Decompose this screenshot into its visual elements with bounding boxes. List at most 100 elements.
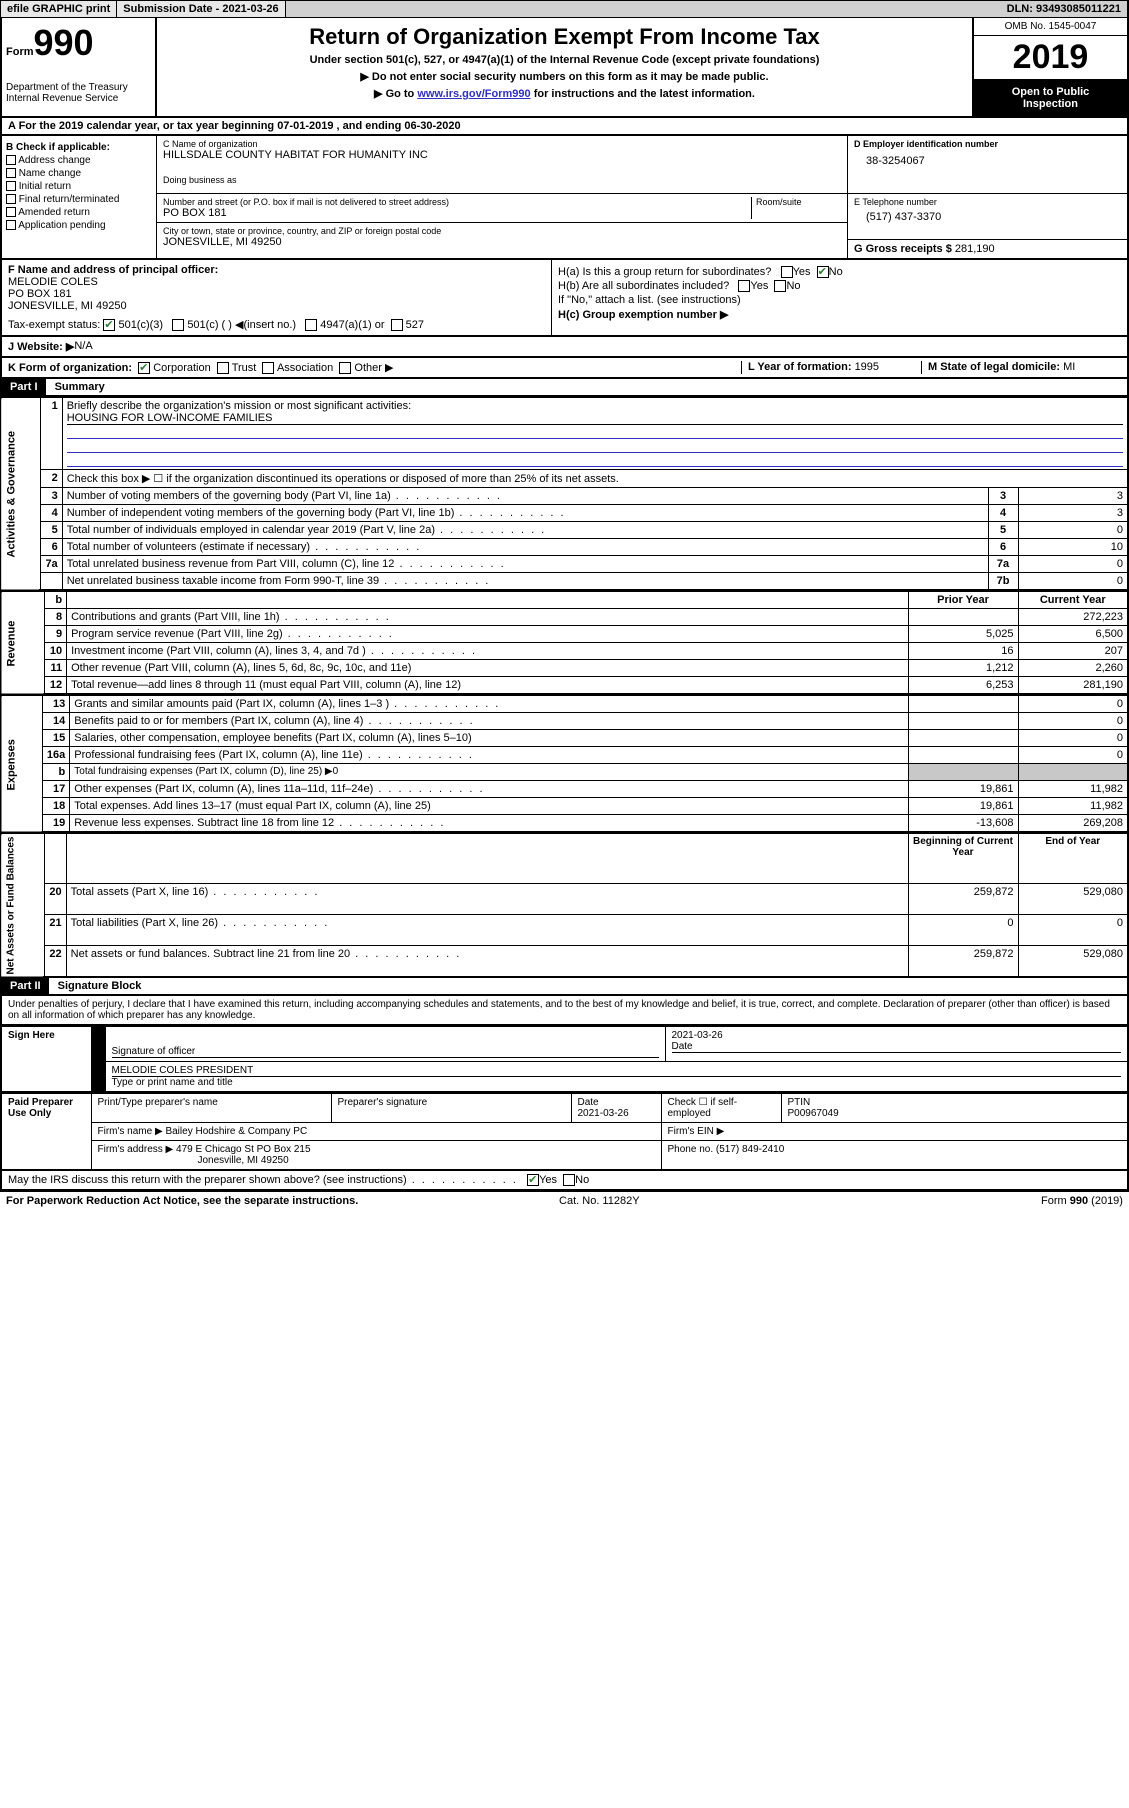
gross-label: G Gross receipts $ xyxy=(854,243,955,255)
gov-ln: 6 xyxy=(40,539,62,556)
net-desc: Total liabilities (Part X, line 26) xyxy=(66,914,908,945)
ha-yes[interactable] xyxy=(781,266,793,278)
firm-ein-label: Firm's EIN ▶ xyxy=(661,1123,1128,1141)
subtitle-2: Do not enter social security numbers on … xyxy=(163,70,966,83)
efile-print-button[interactable]: efile GRAPHIC print xyxy=(1,1,117,17)
check-address-change[interactable]: Address change xyxy=(6,155,152,166)
submission-label: Submission Date - xyxy=(123,3,222,15)
exp-prior xyxy=(908,747,1018,764)
col-b-header: B Check if applicable: xyxy=(6,142,152,153)
check-name-change[interactable]: Name change xyxy=(6,168,152,179)
ha-no-lbl: No xyxy=(829,266,843,278)
rev-ln: 10 xyxy=(45,643,67,660)
check-4947[interactable] xyxy=(305,319,317,331)
exp-curr: 0 xyxy=(1018,747,1128,764)
perjury-text: Under penalties of perjury, I declare th… xyxy=(0,996,1129,1026)
omb-number: OMB No. 1545-0047 xyxy=(974,18,1127,36)
tel-label: E Telephone number xyxy=(854,197,1121,207)
officer-block: F Name and address of principal officer:… xyxy=(2,260,552,335)
net-beg: 259,872 xyxy=(908,883,1018,914)
city-value: JONESVILLE, MI 49250 xyxy=(163,236,841,248)
net-row: 22Net assets or fund balances. Subtract … xyxy=(1,945,1128,977)
exp-ln: 13 xyxy=(42,696,69,713)
addr-value: PO BOX 181 xyxy=(163,207,751,219)
part2-bar: Part II Signature Block xyxy=(0,978,1129,996)
dln-label: DLN: xyxy=(1007,3,1036,15)
state-value: MI xyxy=(1063,361,1075,373)
hb-no[interactable] xyxy=(774,280,786,292)
check-assoc[interactable] xyxy=(262,362,274,374)
check-initial-return[interactable]: Initial return xyxy=(6,181,152,192)
check-final-return[interactable]: Final return/terminated xyxy=(6,194,152,205)
form-org-label: K Form of organization: xyxy=(8,362,132,374)
gov-key: 3 xyxy=(988,488,1018,505)
dln-value: 93493085011221 xyxy=(1036,3,1121,15)
side-governance: Activities & Governance xyxy=(1,398,40,591)
header-left: Form990 Department of the Treasury Inter… xyxy=(2,18,157,116)
exp-prior: 19,861 xyxy=(908,798,1018,815)
pp-date-label: Date xyxy=(578,1097,599,1108)
net-end: 529,080 xyxy=(1018,883,1128,914)
net-assets-table: Net Assets or Fund Balances Beginning of… xyxy=(0,833,1129,978)
phone-value: (517) 849-2410 xyxy=(716,1144,784,1155)
form-header: Form990 Department of the Treasury Inter… xyxy=(0,18,1129,118)
check-amended[interactable]: Amended return xyxy=(6,207,152,218)
check-501c3[interactable] xyxy=(103,319,115,331)
hb-note: If "No," attach a list. (see instruction… xyxy=(558,294,1121,306)
exp-curr-shade xyxy=(1018,764,1128,781)
tel-value: (517) 437-3370 xyxy=(854,207,1121,223)
firm-addr1: 479 E Chicago St PO Box 215 xyxy=(176,1144,311,1155)
sig-date-label: Date xyxy=(672,1041,1122,1053)
hb-yes[interactable] xyxy=(738,280,750,292)
submission-date-button[interactable]: Submission Date - 2021-03-26 xyxy=(117,1,285,17)
gov-key: 7b xyxy=(988,573,1018,591)
exp-desc: Salaries, other compensation, employee b… xyxy=(70,730,908,747)
exp-ln: 19 xyxy=(42,815,69,833)
exp-prior: -13,608 xyxy=(908,815,1018,833)
mission-blank-1 xyxy=(67,425,1123,439)
sign-here-label: Sign Here xyxy=(1,1027,91,1093)
rev-ln: 12 xyxy=(45,677,67,695)
exp-curr: 0 xyxy=(1018,696,1128,713)
mission-blank-3 xyxy=(67,453,1123,467)
exp-row: 16aProfessional fundraising fees (Part I… xyxy=(1,747,1128,764)
state-label: M State of legal domicile: xyxy=(928,361,1063,373)
rev-row: 11Other revenue (Part VIII, column (A), … xyxy=(1,660,1128,677)
tax-status-label: Tax-exempt status: xyxy=(8,319,100,331)
irs-link[interactable]: www.irs.gov/Form990 xyxy=(417,88,530,100)
check-corp[interactable] xyxy=(138,362,150,374)
gov-key: 4 xyxy=(988,505,1018,522)
check-app-pending[interactable]: Application pending xyxy=(6,220,152,231)
form-word: Form xyxy=(6,46,34,58)
ha-no[interactable] xyxy=(817,266,829,278)
pp-self-check[interactable]: Check ☐ if self-employed xyxy=(661,1094,781,1123)
rev-hdr-b: b xyxy=(45,592,67,609)
line-2: 2 xyxy=(40,470,62,488)
hdr-beginning: Beginning of Current Year xyxy=(908,834,1018,883)
hb-yes-lbl: Yes xyxy=(750,280,768,292)
gov-key: 7a xyxy=(988,556,1018,573)
check-527[interactable] xyxy=(391,319,403,331)
exp-curr: 269,208 xyxy=(1018,815,1128,833)
check-trust[interactable] xyxy=(217,362,229,374)
check-other[interactable] xyxy=(339,362,351,374)
goto-suffix: for instructions and the latest informat… xyxy=(531,88,755,100)
rev-prior xyxy=(908,609,1018,626)
rev-curr: 272,223 xyxy=(1018,609,1128,626)
sig-date: 2021-03-26 xyxy=(672,1030,1122,1041)
check-501c[interactable] xyxy=(172,319,184,331)
exp-ln: 17 xyxy=(42,781,69,798)
discuss-no[interactable] xyxy=(563,1174,575,1186)
check-label-5: Application pending xyxy=(18,220,105,231)
opt-assoc: Association xyxy=(277,362,333,374)
inspect-line2: Inspection xyxy=(978,98,1123,110)
discuss-yes[interactable] xyxy=(527,1174,539,1186)
hdr-end: End of Year xyxy=(1018,834,1128,883)
check-label-0: Address change xyxy=(18,155,90,166)
exp-row: 18Total expenses. Add lines 13–17 (must … xyxy=(1,798,1128,815)
exp-prior: 19,861 xyxy=(908,781,1018,798)
rev-prior: 1,212 xyxy=(908,660,1018,677)
net-end: 0 xyxy=(1018,914,1128,945)
gov-row: 5Total number of individuals employed in… xyxy=(1,522,1128,539)
gov-ln xyxy=(40,573,62,591)
